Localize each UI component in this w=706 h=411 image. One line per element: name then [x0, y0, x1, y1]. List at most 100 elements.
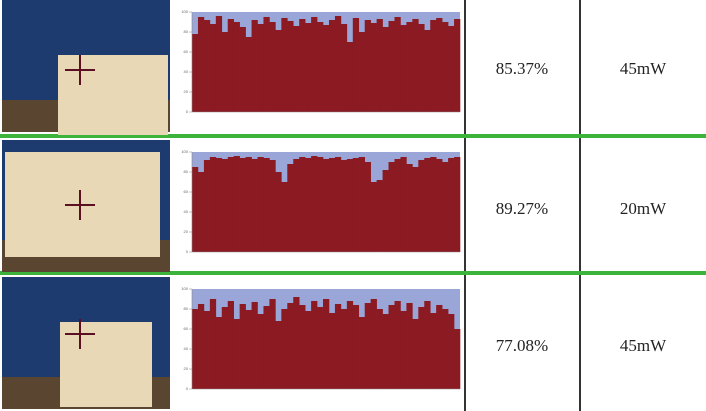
- bar: [359, 317, 365, 389]
- bar: [365, 162, 371, 252]
- bar: [246, 310, 252, 389]
- bar: [389, 21, 395, 112]
- bar: [371, 182, 377, 252]
- bar: [275, 321, 281, 389]
- bar: [335, 157, 341, 252]
- bar: [430, 313, 436, 389]
- bar: [252, 159, 258, 252]
- bar: [394, 159, 400, 252]
- bar: [228, 157, 234, 252]
- bar: [240, 158, 246, 252]
- bar: [222, 307, 228, 389]
- percentage: 85.37%: [496, 59, 548, 78]
- power: 45mW: [620, 59, 667, 78]
- bar: [252, 20, 258, 112]
- bar: [293, 297, 299, 389]
- bar: [389, 305, 395, 389]
- bar: [281, 182, 287, 252]
- bar: [394, 17, 400, 112]
- bar: [394, 301, 400, 389]
- percentage: 89.27%: [496, 199, 548, 218]
- bar: [317, 157, 323, 252]
- bar: [317, 307, 323, 389]
- y-tick-label: 80: [184, 29, 189, 34]
- bar: [198, 172, 204, 252]
- bar: [406, 164, 412, 252]
- bar: [192, 167, 198, 252]
- y-tick-label: 60: [184, 49, 189, 54]
- bar: [258, 157, 264, 252]
- bar: [329, 313, 335, 389]
- bar: [222, 159, 228, 252]
- bar: [365, 20, 371, 112]
- bar: [406, 22, 412, 112]
- bar: [198, 304, 204, 389]
- bar: [192, 309, 198, 389]
- y-tick-label: 80: [184, 306, 189, 311]
- bar: [400, 157, 406, 252]
- bar: [371, 299, 377, 389]
- bar: [210, 24, 216, 112]
- y-tick-label: 20: [184, 229, 189, 234]
- bar: [341, 309, 347, 389]
- bar: [353, 305, 359, 389]
- bar: [442, 162, 448, 252]
- bar: [383, 27, 389, 112]
- bar: [353, 158, 359, 252]
- bar: [371, 23, 377, 112]
- bar: [258, 314, 264, 389]
- bar: [412, 319, 418, 389]
- bar: [263, 306, 269, 389]
- bar: [365, 303, 371, 389]
- bar: [216, 317, 222, 389]
- bar: [240, 304, 246, 389]
- percentage: 77.08%: [496, 336, 548, 355]
- bar: [240, 27, 246, 112]
- bar: [246, 37, 252, 112]
- bar: [448, 26, 454, 112]
- bar: [234, 22, 240, 112]
- bar: [222, 32, 228, 112]
- bar: [347, 42, 353, 112]
- bar: [400, 25, 406, 112]
- bar: [377, 309, 383, 389]
- bar: [347, 159, 353, 252]
- bar: [204, 20, 210, 112]
- y-tick-label: 40: [184, 346, 189, 351]
- bar: [383, 170, 389, 252]
- bar: [448, 314, 454, 389]
- bar: [448, 158, 454, 252]
- bar: [269, 299, 275, 389]
- bar: [305, 23, 311, 112]
- bar: [293, 159, 299, 252]
- bar: [263, 158, 269, 252]
- bar: [335, 16, 341, 112]
- bar: [258, 24, 264, 112]
- bar: [329, 20, 335, 112]
- bar: [287, 303, 293, 389]
- bar: [341, 24, 347, 112]
- y-tick-label: 40: [184, 69, 189, 74]
- bar: [299, 157, 305, 252]
- bar: [198, 17, 204, 112]
- bar: [418, 24, 424, 112]
- bar: [305, 158, 311, 252]
- bar: [412, 19, 418, 112]
- bar: [269, 160, 275, 252]
- bar: [377, 180, 383, 252]
- bar: [287, 21, 293, 112]
- bar: [329, 158, 335, 252]
- bar: [383, 314, 389, 389]
- bar: [210, 299, 216, 389]
- bar: [377, 19, 383, 112]
- bar: [210, 157, 216, 252]
- bar: [293, 26, 299, 112]
- bar: [389, 162, 395, 252]
- bar: [287, 164, 293, 252]
- y-tick-label: 100: [181, 149, 188, 154]
- y-tick-label: 100: [181, 286, 188, 291]
- bar: [436, 159, 442, 252]
- bar: [359, 157, 365, 252]
- bar: [347, 301, 353, 389]
- bar: [204, 160, 210, 252]
